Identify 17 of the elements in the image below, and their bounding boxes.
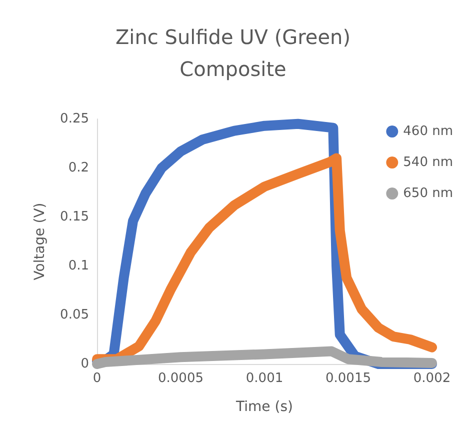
x-tick-label: 0 (92, 371, 102, 386)
legend-label: 460 nm (403, 124, 454, 139)
x-tick-label: 0.0015 (326, 371, 371, 386)
x-axis-title: Time (s) (235, 399, 293, 415)
y-tick-label: 0 (80, 356, 89, 372)
x-tick-label: 0.0005 (158, 371, 204, 386)
x-tick-label: 0.002 (413, 371, 451, 386)
y-tick-label: 0.05 (60, 308, 89, 322)
chart-title: Zinc Sulfide UV (Green) Composite (115, 25, 351, 81)
legend-label: 650 nm (403, 186, 454, 201)
legend-label: 540 nm (403, 155, 454, 170)
y-tick-label: 0.2 (68, 160, 89, 176)
y-tick-label: 0.25 (60, 112, 89, 126)
y-axis-title: Voltage (V) (32, 202, 48, 280)
y-tick-label: 0.1 (68, 258, 89, 274)
y-tick-label: 0.15 (60, 210, 89, 224)
x-tick-label: 0.001 (246, 371, 284, 386)
